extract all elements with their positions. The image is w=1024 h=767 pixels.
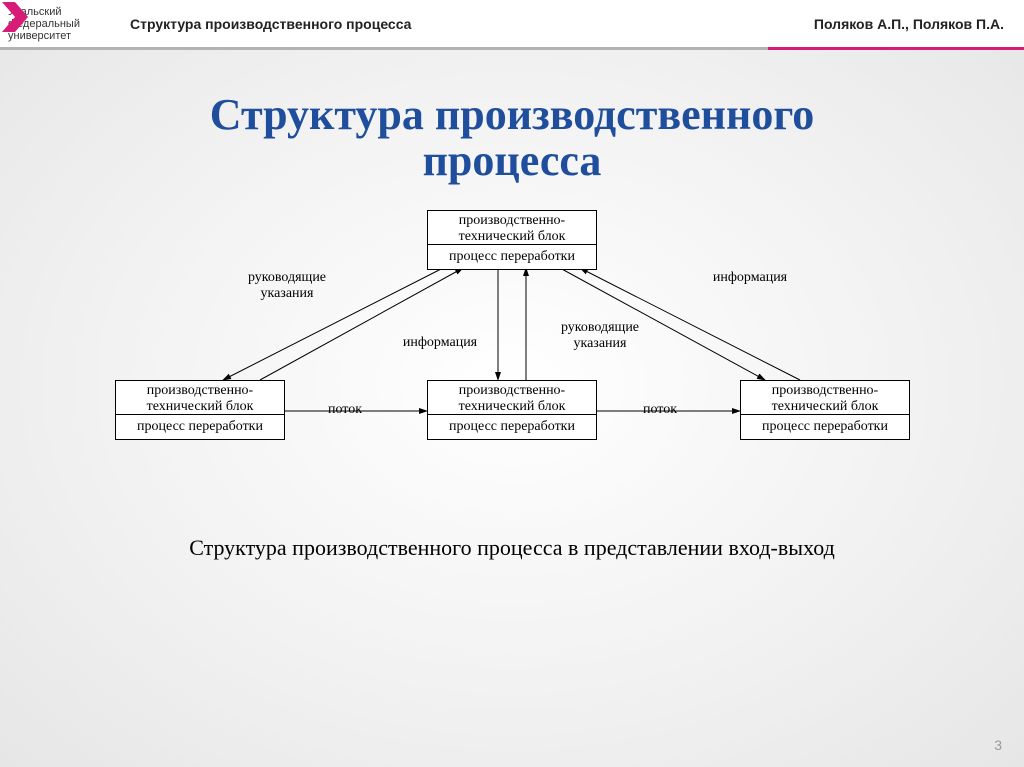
node-mid: производственно-технический блокпроцесс … — [427, 380, 597, 440]
header-title: Структура производственного процесса — [130, 16, 411, 32]
accent-line — [0, 47, 1024, 50]
caption: Структура производственного процесса в п… — [0, 535, 1024, 561]
node-left: производственно-технический блокпроцесс … — [115, 380, 285, 440]
node-right: производственно-технический блокпроцесс … — [740, 380, 910, 440]
edge-label-lbl_info_right: информация — [695, 270, 805, 286]
edge-label-lbl_info_mid: информация — [390, 335, 490, 351]
edge-label-lbl_flow_1: поток — [315, 402, 375, 418]
university-logo: Уральский федеральный университет — [8, 6, 80, 42]
page-number: 3 — [994, 737, 1002, 753]
header-authors: Поляков А.П., Поляков П.А. — [814, 16, 1004, 32]
edge-label-lbl_guide_left: руководящиеуказания — [232, 270, 342, 302]
logo-icon — [0, 0, 30, 34]
edge-label-lbl_guide_right: руководящиеуказания — [545, 320, 655, 352]
edge-label-lbl_flow_2: поток — [630, 402, 690, 418]
diagram: производственно-технический блокпроцесс … — [0, 210, 1024, 510]
main-title: Структура производственногопроцесса — [0, 92, 1024, 184]
node-top: производственно-технический блокпроцесс … — [427, 210, 597, 270]
header-bar: Уральский федеральный университет Структ… — [0, 0, 1024, 48]
slide: Уральский федеральный университет Структ… — [0, 0, 1024, 767]
